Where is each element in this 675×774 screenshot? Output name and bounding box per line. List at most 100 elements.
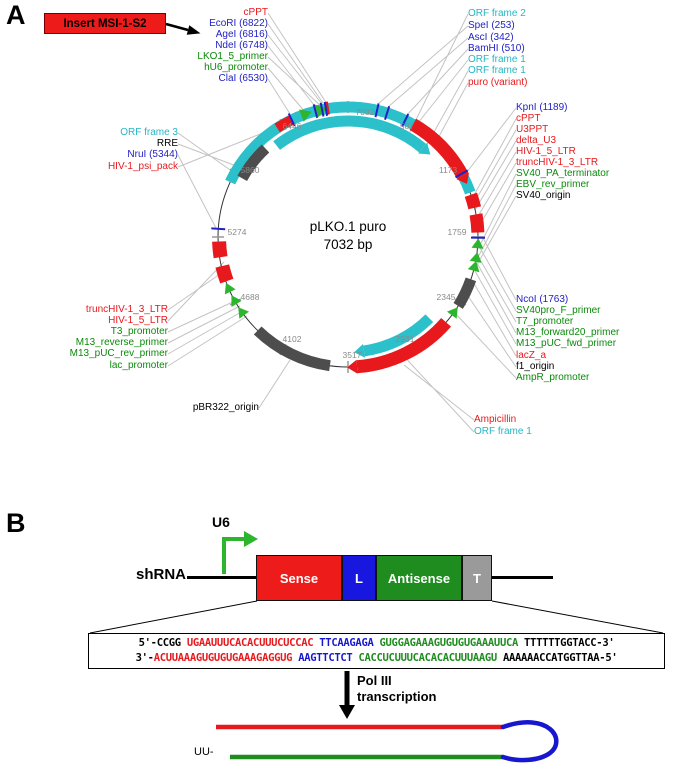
primer-arrow-ampr [447,307,458,319]
seq2-loop: AAGTTCTCT [292,652,359,664]
hairpin-loop [500,720,559,763]
feature-label-cppt-right: cPPT [516,113,541,124]
feature-label-ncoi: NcoI (1763) [516,294,569,305]
terminator-box: T [462,555,492,601]
feature-label-t7-promoter: T7_promoter [516,316,574,327]
feature-label-sv40-origin: SV40_origin [516,190,571,201]
feature-label-puro-variant: puro (variant) [468,77,528,88]
tick-label-4102: 4102 [282,334,302,344]
panel-b-label: B [6,508,26,538]
sense-box-label: Sense [279,570,319,586]
primer-arrow-bl-1 [238,307,249,319]
feature-arrowhead-orf-inner [418,142,431,155]
sequence-box: 5'-CCGG UGAAUUUCACACUUUCUCCAC TTCAAGAGA … [88,633,665,669]
pol3-arrowhead [339,705,355,719]
primer-arrow-lko1 [315,104,328,118]
feature-label-ndei: NdeI (6748) [215,40,268,51]
feature-label-psi-pack: HIV-1_psi_pack [107,161,178,172]
hairpin-uu-label: UU- [194,746,214,758]
feature-tick-cppt-top [325,101,330,115]
feature-label-sv40-pa-terminator: SV40_PA_terminator [516,168,610,179]
restriction-site-ticks [211,101,486,239]
tick-label-7032: 7032 [355,107,375,117]
feature-label-ampr-promoter: AmpR_promoter [516,372,590,383]
feature-label-t3-promoter: T3_promoter [110,326,168,337]
sequence-line-bottom: 3'-ACUUAAAGUGUGUGAAAGAGGUG AAGTTCTCT CAC… [89,651,664,666]
leader-lines [167,12,517,433]
primer-arrow-bl-3 [224,282,236,295]
feature-label-pbr322-origin: pBR322_origin [192,402,259,413]
primer-arrow-right-2 [469,252,482,263]
sense-box: Sense [256,555,342,601]
feature-label-orf-frame-1b: ORF frame 1 [468,65,526,76]
tick-label-587: 587 [399,121,415,131]
seq1-flank3: TTTTTTGGTACC-3' [518,637,615,649]
u6-promoter-arrow [222,537,246,574]
feature-label-u3ppt: U3PPT [516,124,549,135]
tick-label-5860: 5860 [240,165,260,175]
primer-arrows [224,104,484,319]
feature-label-hu6-promoter: hU6_promoter [204,62,268,73]
feature-label-hiv1-5-ltr-left: HIV-1_5_LTR [108,315,168,326]
feature-label-m13-reverse-primer: M13_reverse_primer [75,337,168,348]
sequence-callout-lines [89,600,664,634]
insert-arrow-line [165,22,189,32]
insert-label-box: Insert MSI-1-S2 [44,13,166,34]
seq1-antisense: GUGGAGAAAGUGUGUGAAAUUCA [379,637,519,649]
plasmid-name: pLKO.1 puro [309,219,387,234]
seq1-sense: UGAAUUUCACACUUUCUCCAC [186,637,314,649]
insert-arrow-head [186,25,201,35]
feature-arrowhead-orf-bottom [354,344,365,358]
tick-label-3517: 3517 [342,350,362,360]
feature-label-orf-frame-2: ORF frame 2 [468,8,526,19]
seq1-loop: TTCAAGAGA [313,637,380,649]
feature-label-hiv1-5-ltr-right: HIV-1_5_LTR [516,146,576,157]
seq1-flank5: 5'-CCGG [138,637,187,649]
seq2-flank3: 3'- [135,652,154,664]
feature-label-orf-frame-3: ORF frame 3 [120,127,178,138]
tick-label-5274: 5274 [227,227,247,237]
feature-arrowhead-puro [456,172,469,184]
tick-label-6446: 6446 [282,121,302,131]
tick-label-1759: 1759 [447,227,467,237]
feature-label-delta-u3: delta_U3 [516,135,557,146]
pol3-label: Pol III [357,673,392,688]
feature-label-nrui: NruI (5344) [127,149,178,160]
feature-label-m13-forward20-primer: M13_forward20_primer [516,327,620,338]
feature-label-sv40pro-f-primer: SV40pro_F_primer [516,305,601,316]
sequence-line-top: 5'-CCGG UGAAUUUCACACUUUCUCCAC TTCAAGAGA … [89,636,664,651]
primer-arrow-hu6 [299,109,312,122]
feature-label-lac-promoter: lac_promoter [109,360,168,371]
terminator-box-label: T [473,570,481,586]
feature-arc-rre [237,144,270,182]
feature-label-f1-origin: f1_origin [516,361,555,372]
feature-label-asci: AscI (342) [468,32,514,43]
tick-label-4688: 4688 [240,292,260,302]
feature-label-lko1-5-primer: LKO1_5_primer [197,51,268,62]
feature-label-bamhi: BamHI (510) [468,43,525,54]
feature-label-orf-frame-1a: ORF frame 1 [468,54,526,65]
u6-promoter-label: U6 [212,514,230,530]
primer-arrow-bl-2 [231,295,242,307]
feature-block-ltr-left-2 [212,241,228,259]
u6-promoter-arrowhead [244,531,258,547]
loop-box: L [342,555,376,601]
loop-box-label: L [355,570,363,586]
seq2-antisense: CACCUCUUUCACACACUUUAAGU [358,652,497,664]
panel-a-label: A [6,0,26,30]
feature-label-ebv-rev-primer: EBV_rev_primer [516,179,590,190]
seq2-sense: ACUUAAAGUGUGUGAAAGAGGUG [153,652,293,664]
feature-label-trunc-hiv1-3-ltr-right: truncHIV-1_3_LTR [516,157,599,168]
feature-block-ltr-right [469,213,485,233]
feature-block-ltr-left-1 [215,264,234,284]
feature-arc-orf-inner [273,115,427,153]
feature-arc-ampicillin [356,317,452,374]
antisense-box: Antisense [376,555,462,601]
feature-arrowhead-ampicillin [347,359,358,374]
feature-arc-f1-origin [453,277,477,309]
feature-label-cppt-top: cPPT [243,7,268,18]
feature-arc-puro [409,118,469,180]
shrna-label: shRNA [136,566,187,583]
